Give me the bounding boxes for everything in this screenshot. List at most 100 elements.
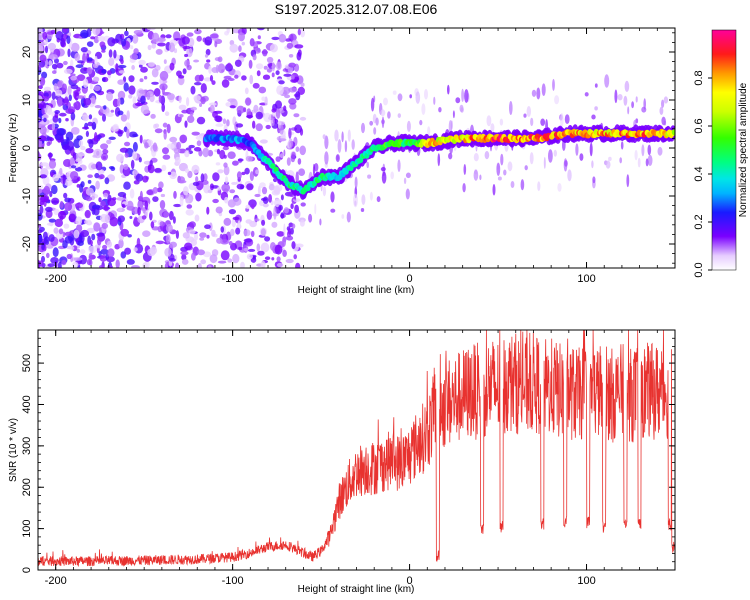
spectrogram-noise-blob	[238, 32, 245, 42]
spectrogram-noise-blob	[557, 183, 562, 192]
spectrogram-noise-blob	[43, 102, 47, 109]
spectrogram-noise-blob	[116, 197, 125, 201]
spectrogram-noise-blob	[139, 134, 143, 144]
spectrogram-noise-blob	[177, 180, 187, 184]
spectrogram-noise-blob	[46, 222, 54, 226]
spectrogram-noise-blob	[164, 247, 172, 257]
spectrogram-noise-blob	[187, 170, 193, 179]
spectrogram-noise-blob	[193, 59, 200, 63]
spectrogram-noise-blob	[157, 42, 166, 47]
colorbar-tick-label: 0.6	[693, 118, 705, 133]
spectrogram-noise-blob	[38, 95, 43, 104]
spectrogram-noise-blob	[143, 75, 148, 80]
spectrogram-noise-blob	[139, 78, 144, 83]
spectrogram-noise-blob	[66, 35, 71, 44]
spectrogram-noise-blob	[47, 42, 57, 51]
spectrogram-noise-blob	[54, 110, 60, 114]
spectrogram-noise-blob	[249, 74, 254, 85]
spectrogram-noise-blob	[67, 48, 71, 58]
spectrogram-noise-blob	[103, 192, 109, 198]
spectrogram-noise-blob	[257, 185, 261, 196]
spectrogram-noise-blob	[100, 200, 106, 207]
spectrogram-noise-blob	[591, 114, 596, 120]
spectrogram-noise-blob	[180, 251, 189, 256]
spectrogram-noise-blob	[322, 186, 327, 197]
spectrogram-noise-blob	[268, 194, 272, 203]
spectrogram-noise-blob	[80, 29, 89, 39]
spectrogram-noise-blob	[124, 141, 131, 147]
spectrogram-noise-blob	[49, 191, 53, 198]
spectrogram-noise-blob	[271, 221, 278, 228]
spectrogram-noise-blob	[217, 56, 223, 63]
spectrogram-noise-blob	[314, 163, 319, 172]
spectrogram-noise-blob	[77, 60, 84, 64]
spectrogram-noise-blob	[194, 29, 202, 35]
spectrogram-noise-blob	[490, 123, 495, 133]
spectrogram-noise-blob	[135, 173, 144, 182]
spectrogram-noise-blob	[128, 85, 136, 95]
spectrogram-noise-blob	[124, 30, 129, 37]
spectrogram-noise-blob	[48, 152, 52, 160]
spectrogram-noise-blob	[626, 174, 630, 188]
spectrogram-noise-blob	[99, 41, 106, 48]
spectrogram-noise-blob	[241, 75, 247, 81]
spectrogram-noise-blob	[133, 247, 138, 252]
spectrogram-noise-blob	[279, 153, 284, 159]
spectrogram-noise-blob	[185, 147, 192, 151]
spectrogram-noise-blob	[51, 122, 56, 131]
spectrogram-noise-blob	[275, 108, 281, 119]
spectrogram-noise-blob	[190, 239, 197, 247]
spectrogram-noise-blob	[300, 202, 306, 207]
spectrogram-noise-blob	[541, 83, 546, 96]
spectrogram-noise-blob	[293, 198, 301, 203]
spectrogram-noise-blob	[151, 43, 156, 49]
spectrogram-noise-blob	[259, 182, 266, 189]
spectrogram-noise-blob	[543, 156, 546, 169]
spectrogram-noise-blob	[182, 186, 189, 196]
spectrogram-noise-blob	[57, 81, 63, 88]
spectrogram-noise-blob	[136, 237, 141, 248]
spectrogram-noise-blob	[62, 174, 66, 185]
spectrogram-noise-blob	[190, 85, 196, 95]
spectrogram-noise-blob	[130, 45, 134, 50]
spectrogram-noise-blob	[184, 53, 189, 58]
spectrogram-noise-blob	[41, 241, 45, 251]
spectrogram-noise-blob	[257, 250, 265, 256]
spectrogram-noise-blob	[115, 63, 119, 73]
spectrogram-noise-blob	[631, 101, 634, 109]
spectrogram-noise-blob	[361, 194, 366, 206]
spectrogram-noise-blob	[282, 249, 287, 257]
spectrogram-noise-blob	[97, 238, 102, 246]
spectrogram-noise-blob	[194, 82, 202, 86]
spectrogram-noise-blob	[409, 94, 413, 99]
spectrogram-noise-blob	[195, 176, 199, 183]
spectrogram-noise-blob	[455, 97, 461, 104]
spectrogram-noise-blob	[232, 216, 240, 221]
spectrogram-noise-blob	[48, 159, 57, 169]
spectrogram-noise-blob	[298, 168, 306, 176]
spectrogram-noise-blob	[255, 111, 263, 120]
spectrogram-noise-blob	[38, 65, 42, 70]
x-tick-label: 0	[407, 575, 413, 587]
spectrogram-noise-blob	[88, 245, 97, 254]
spectrogram-noise-blob	[297, 28, 301, 36]
spectrogram-noise-blob	[209, 104, 215, 114]
spectrogram-noise-blob	[217, 186, 221, 191]
spectrogram-noise-blob	[108, 136, 116, 140]
spectrogram-noise-blob	[592, 176, 596, 184]
spectrogram-noise-blob	[196, 140, 202, 147]
spectrogram-noise-blob	[392, 90, 397, 95]
spectrogram-noise-blob	[229, 105, 236, 109]
spectrogram-noise-blob	[397, 113, 401, 118]
spectrogram-noise-blob	[47, 106, 53, 116]
spectrogram-noise-blob	[73, 257, 83, 261]
spectrogram-noise-blob	[181, 254, 187, 261]
spectrogram-noise-blob	[251, 203, 255, 210]
spectrogram-noise-blob	[166, 143, 175, 149]
spectrogram-noise-blob	[283, 105, 287, 112]
spectrogram-noise-blob	[60, 37, 66, 47]
colorbar-label: Normalized spectral amplitude	[738, 82, 749, 217]
spectrogram-noise-blob	[447, 84, 450, 95]
spectrogram-noise-blob	[93, 35, 100, 44]
